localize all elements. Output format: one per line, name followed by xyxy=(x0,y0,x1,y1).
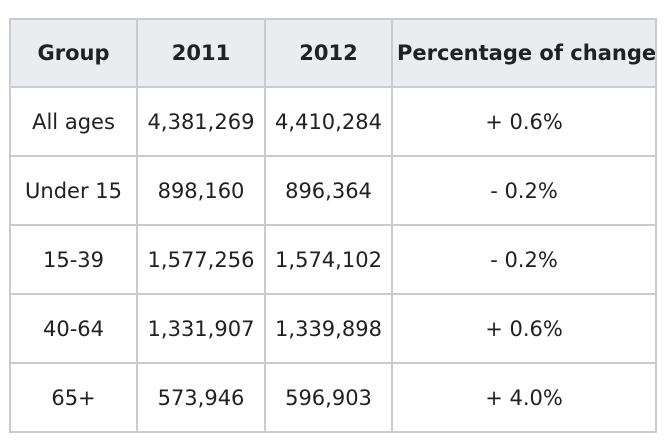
cell-2012: 4,410,284 xyxy=(264,86,393,157)
table-row: Under 15 898,160 896,364 - 0.2% xyxy=(9,155,657,226)
cell-change: - 0.2% xyxy=(391,155,657,226)
table-row: 65+ 573,946 596,903 + 4.0% xyxy=(9,362,657,433)
table-row: All ages 4,381,269 4,410,284 + 0.6% xyxy=(9,86,657,157)
header-group: Group xyxy=(9,18,138,88)
cell-2012: 896,364 xyxy=(264,155,393,226)
cell-2011: 1,331,907 xyxy=(136,293,266,364)
population-table-container: Group 2011 2012 Percentage of change All… xyxy=(9,18,657,433)
cell-2011: 4,381,269 xyxy=(136,86,266,157)
cell-change: + 0.6% xyxy=(391,293,657,364)
cell-2012: 1,574,102 xyxy=(264,224,393,295)
cell-2011: 898,160 xyxy=(136,155,266,226)
cell-group: 40-64 xyxy=(9,293,138,364)
cell-change: + 0.6% xyxy=(391,86,657,157)
header-2011: 2011 xyxy=(136,18,266,88)
cell-group: All ages xyxy=(9,86,138,157)
cell-group: Under 15 xyxy=(9,155,138,226)
table-row: 40-64 1,331,907 1,339,898 + 0.6% xyxy=(9,293,657,364)
cell-2011: 1,577,256 xyxy=(136,224,266,295)
header-2012: 2012 xyxy=(264,18,393,88)
cell-change: - 0.2% xyxy=(391,224,657,295)
header-percentage-change: Percentage of change xyxy=(391,18,657,88)
table-body: All ages 4,381,269 4,410,284 + 0.6% Unde… xyxy=(9,86,657,433)
cell-change: + 4.0% xyxy=(391,362,657,433)
population-table: Group 2011 2012 Percentage of change All… xyxy=(9,18,657,433)
cell-2011: 573,946 xyxy=(136,362,266,433)
header-row: Group 2011 2012 Percentage of change xyxy=(9,18,657,88)
cell-group: 15-39 xyxy=(9,224,138,295)
cell-2012: 1,339,898 xyxy=(264,293,393,364)
cell-2012: 596,903 xyxy=(264,362,393,433)
table-header: Group 2011 2012 Percentage of change xyxy=(9,18,657,88)
cell-group: 65+ xyxy=(9,362,138,433)
table-row: 15-39 1,577,256 1,574,102 - 0.2% xyxy=(9,224,657,295)
